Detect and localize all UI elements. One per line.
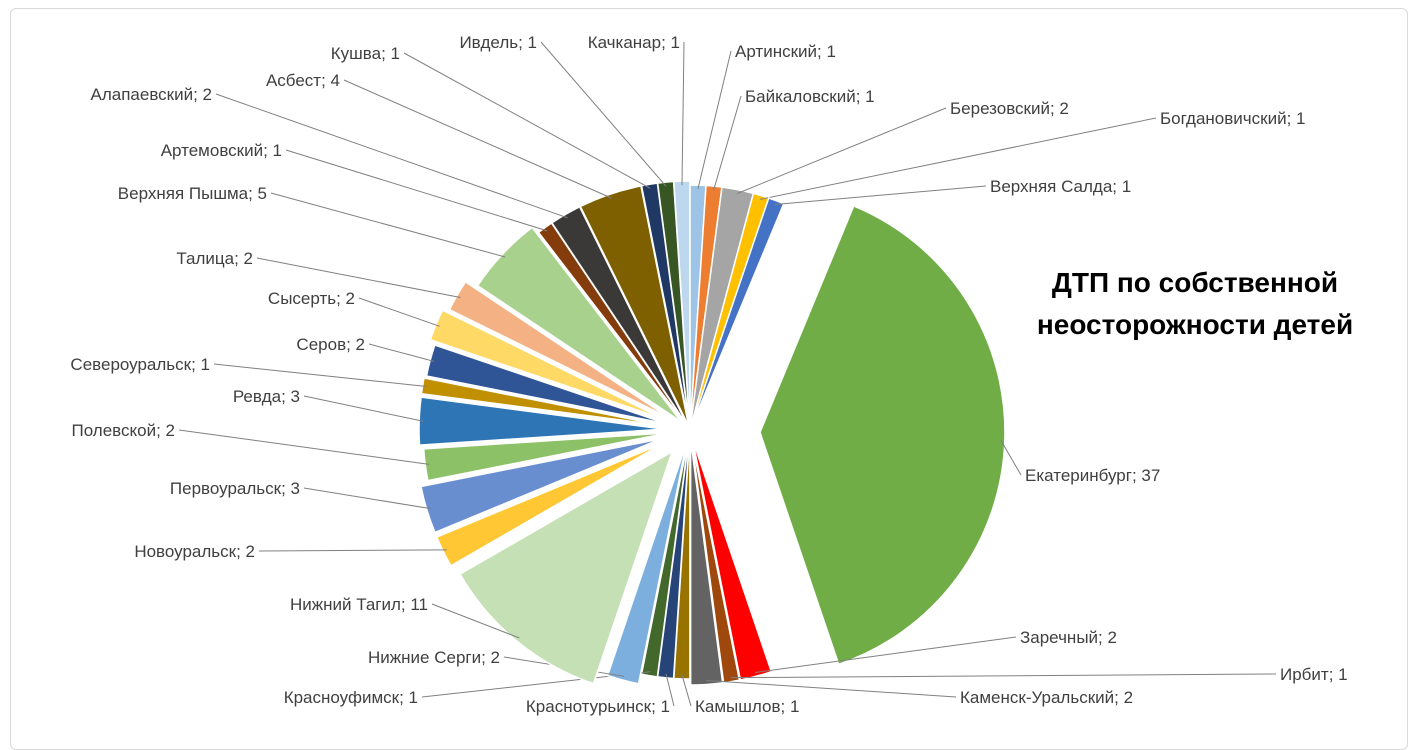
leader-line xyxy=(665,673,675,707)
leader-line xyxy=(774,185,987,205)
leader-line xyxy=(303,487,431,510)
leader-line xyxy=(403,52,651,189)
leader-line xyxy=(431,603,520,639)
data-label: Новоуральск; 2 xyxy=(134,542,255,561)
pie-slice xyxy=(435,442,664,567)
data-label: Североуральск; 1 xyxy=(70,355,210,374)
data-label: Краснотурьинск; 1 xyxy=(526,697,670,716)
chart-title: ДТП по собственной неосторожности детей xyxy=(1005,262,1385,346)
pie-slice xyxy=(606,443,688,685)
data-label: Кушва; 1 xyxy=(331,44,400,63)
data-label: Камышлов; 1 xyxy=(695,697,799,716)
data-label: Качканар; 1 xyxy=(588,33,680,52)
leader-line xyxy=(697,50,732,190)
pie-slice xyxy=(690,439,741,684)
leader-line xyxy=(178,429,430,465)
data-label: Богдановичский; 1 xyxy=(1160,109,1305,128)
leader-line xyxy=(713,95,742,191)
data-label: Артинский; 1 xyxy=(735,42,836,61)
leader-line xyxy=(285,149,548,232)
data-label: Первоуральск; 3 xyxy=(170,479,300,498)
data-label: Верхняя Салда; 1 xyxy=(990,177,1131,196)
data-label: Талица; 2 xyxy=(176,249,253,268)
data-label: Красноуфимск; 1 xyxy=(284,688,418,707)
data-label: Нижние Серги; 2 xyxy=(368,648,500,667)
pie-slice xyxy=(422,432,669,482)
leader-line xyxy=(215,93,568,219)
data-label: Нижний Тагил; 11 xyxy=(290,595,428,614)
pie-chart: Артинский; 1 Байкаловский; 1 Березовский; … xyxy=(70,33,1348,716)
leader-line xyxy=(681,41,685,186)
data-label: Верхняя Пышма; 5 xyxy=(118,184,267,203)
data-label: Заречный; 2 xyxy=(1020,628,1117,647)
pie-slice xyxy=(689,439,724,686)
leader-line xyxy=(754,636,1017,673)
data-label: Серов; 2 xyxy=(296,335,365,354)
pie-slice xyxy=(759,204,1006,666)
data-label: Полевской; 2 xyxy=(72,421,176,440)
data-label: Сысерть; 2 xyxy=(268,289,355,308)
leader-line xyxy=(258,549,447,552)
pie-slice xyxy=(640,433,691,678)
leader-line xyxy=(759,117,1157,200)
leader-line xyxy=(1000,439,1022,476)
chart-title-line1: ДТП по собственной xyxy=(1051,267,1339,298)
leader-line xyxy=(270,192,506,258)
leader-line xyxy=(256,257,461,298)
leader-line xyxy=(368,343,435,362)
leader-line xyxy=(540,41,667,187)
leader-line xyxy=(681,674,692,707)
leader-line xyxy=(730,673,1277,679)
leader-line xyxy=(706,679,957,698)
pie-slice xyxy=(420,437,662,534)
data-label: Ивдель; 1 xyxy=(459,33,537,52)
data-label: Каменск-Уральский; 2 xyxy=(960,688,1133,707)
pie-slice xyxy=(418,396,665,446)
data-label: Артемовский; 1 xyxy=(161,141,282,160)
data-label: Екатеринбург; 37 xyxy=(1025,466,1160,485)
pie-slice xyxy=(691,439,773,681)
leader-line xyxy=(358,297,440,327)
leader-line xyxy=(303,395,424,422)
data-label: Ирбит; 1 xyxy=(1280,665,1348,684)
pie-slice xyxy=(448,280,670,419)
chart-title-line2: неосторожности детей xyxy=(1036,309,1354,340)
data-label: Байкаловский; 1 xyxy=(745,87,875,106)
chart-area: Артинский; 1 Байкаловский; 1 Березовский; … xyxy=(10,8,1408,750)
data-label: Асбест; 4 xyxy=(266,71,340,90)
leader-line xyxy=(343,79,612,199)
data-label: Алапаевский; 2 xyxy=(91,85,213,104)
leader-line xyxy=(736,107,947,195)
data-label: Березовский; 2 xyxy=(950,99,1069,118)
data-label: Ревда; 3 xyxy=(233,387,300,406)
pie-slice xyxy=(459,449,674,685)
pie-slice xyxy=(550,205,689,427)
leader-line xyxy=(213,363,427,388)
pie-slice xyxy=(476,226,682,423)
